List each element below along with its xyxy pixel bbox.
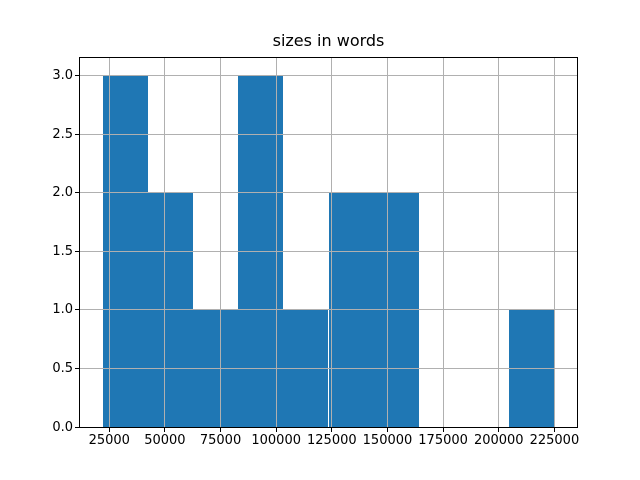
gridline-vertical: [164, 58, 166, 427]
x-tick-mark: [498, 428, 500, 432]
gridline-horizontal: [80, 367, 577, 369]
gridline-vertical: [331, 58, 333, 427]
x-tick-label: 175000: [418, 433, 468, 448]
x-tick-mark: [108, 428, 110, 432]
gridline-horizontal: [80, 133, 577, 135]
y-tick-label: 2.5: [52, 126, 73, 142]
x-tick-label: 225000: [529, 433, 580, 448]
y-tick-label: 3.0: [52, 68, 73, 84]
gridline-vertical: [220, 58, 222, 427]
gridline-vertical: [553, 58, 555, 427]
y-tick-mark: [75, 192, 79, 194]
x-tick-mark: [442, 428, 444, 432]
y-tick-label: 2.0: [52, 185, 73, 201]
x-tick-label: 100000: [251, 433, 302, 448]
gridline-vertical: [386, 58, 388, 427]
y-tick-mark: [75, 426, 79, 428]
gridline-horizontal: [80, 75, 577, 77]
y-tick-label: 1.5: [52, 243, 73, 259]
x-tick-mark: [553, 428, 555, 432]
x-tick-mark: [331, 428, 333, 432]
gridline-vertical: [275, 58, 277, 427]
y-tick-label: 1.0: [52, 302, 73, 318]
x-tick-mark: [164, 428, 166, 432]
x-tick-label: 150000: [362, 433, 413, 448]
y-tick-mark: [75, 75, 79, 77]
x-tick-mark: [220, 428, 222, 432]
x-tick-label: 50000: [144, 433, 186, 448]
x-tick-label: 25000: [88, 433, 130, 448]
gridline-vertical: [442, 58, 444, 427]
y-tick-label: 0.0: [52, 419, 73, 435]
gridline-horizontal: [80, 192, 577, 194]
x-tick-mark: [275, 428, 277, 432]
x-tick-label: 125000: [307, 433, 357, 448]
x-tick-label: 200000: [473, 433, 524, 448]
gridline-horizontal: [80, 250, 577, 252]
x-tick-label: 75000: [199, 433, 242, 448]
gridline-vertical: [498, 58, 500, 427]
y-tick-mark: [75, 367, 79, 369]
gridline-horizontal: [80, 309, 577, 311]
chart-title: sizes in words: [272, 31, 385, 50]
y-tick-mark: [75, 309, 79, 311]
y-tick-label: 0.5: [52, 360, 73, 376]
x-tick-mark: [386, 428, 388, 432]
plot-area: [79, 57, 578, 428]
gridline-vertical: [108, 58, 110, 427]
y-tick-mark: [75, 133, 79, 135]
y-tick-mark: [75, 250, 79, 252]
